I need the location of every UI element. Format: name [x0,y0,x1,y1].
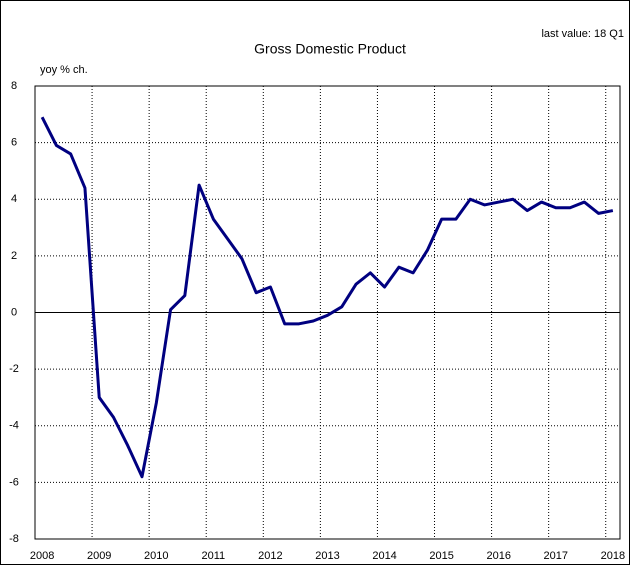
x-tick-label: 2009 [87,550,111,562]
x-tick-label: 2011 [202,550,226,562]
x-tick-label: 2016 [486,550,510,562]
x-tick-label: 2008 [30,550,54,562]
y-tick-label: -4 [9,420,19,432]
x-tick-label: 2013 [315,550,339,562]
chart-title: Gross Domestic Product [254,41,406,57]
y-axis-label: yoy % ch. [40,64,88,76]
annotation: last value: 18 Q1 [541,28,624,40]
data-line [40,116,614,479]
x-tick-label: 2015 [429,550,453,562]
x-tick-label: 2014 [372,550,396,562]
x-tick-label: 2018 [601,550,625,562]
y-tick-label: 8 [11,80,17,92]
y-tick-label: -8 [9,533,19,545]
x-tick-label: 2017 [544,550,568,562]
y-tick-label: 6 [11,137,17,149]
y-tick-label: -2 [9,363,19,375]
y-tick-label: 2 [11,250,17,262]
y-tick-label: 0 [11,306,17,318]
plot-border [34,85,621,540]
y-tick-label: -6 [9,476,19,488]
x-tick-label: 2010 [144,550,168,562]
x-tick-label: 2012 [258,550,282,562]
y-tick-label: 4 [11,193,17,205]
